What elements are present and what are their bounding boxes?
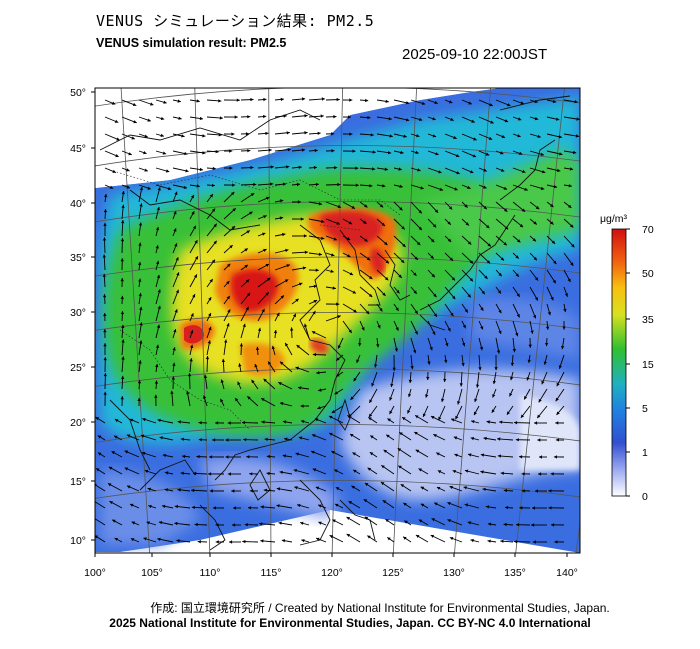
colorbar: μg/m³ 70 50 35 15 5 1 0 [600, 213, 654, 503]
latitude-tick-label: 30° [70, 307, 86, 319]
longitude-tick-label: 100° [84, 567, 106, 579]
wind-vectors [95, 97, 580, 544]
title-japanese: VENUS シミュレーション結果: PM2.5 [96, 12, 375, 30]
longitude-tick-label: 115° [261, 567, 282, 579]
colorbar-label: 50 [642, 268, 654, 280]
colorbar-label: 1 [642, 447, 648, 459]
latitude-tick-label: 25° [70, 362, 86, 374]
colorbar-label: 0 [642, 491, 648, 503]
latitude-tick-label: 20° [70, 417, 86, 429]
borders [109, 169, 401, 431]
latitude-ticks: 50° 45° 40° 35° 30° 25° 20° 15° 10° [70, 87, 95, 547]
longitude-tick-label: 125° [382, 567, 404, 579]
longitude-tick-label: 110° [200, 567, 221, 579]
latitude-tick-label: 45° [70, 143, 86, 155]
copyright-line: 2025 National Institute for Environmenta… [109, 616, 591, 630]
colorbar-label: 15 [642, 359, 654, 371]
title-english: VENUS simulation result: PM2.5 [96, 36, 287, 50]
map-frame [94, 87, 581, 554]
longitude-tick-label: 135° [504, 567, 526, 579]
latitude-tick-label: 10° [70, 535, 86, 547]
colorbar-label: 5 [642, 403, 648, 415]
latitude-tick-label: 35° [70, 252, 86, 264]
colorbar-label: 35 [642, 314, 654, 326]
forecast-datetime: 2025-09-10 22:00JST [402, 46, 548, 63]
colorbar-gradient [611, 228, 627, 497]
coastlines [99, 95, 571, 551]
longitude-tick-label: 140° [556, 567, 578, 579]
latitude-tick-label: 15° [70, 476, 86, 488]
latitude-tick-label: 40° [70, 198, 86, 210]
longitude-tick-label: 130° [443, 567, 465, 579]
colorbar-unit: μg/m³ [600, 213, 628, 225]
credit-line: 作成: 国立環境研究所 / Created by National Instit… [150, 601, 610, 615]
longitude-tick-label: 120° [321, 567, 343, 579]
longitude-ticks: 100° 105° 110° 115° 120° 125° 130° 135° 140° [84, 553, 578, 579]
colorbar-label: 70 [642, 224, 654, 236]
longitude-tick-label: 105° [141, 567, 163, 579]
latitude-tick-label: 50° [70, 87, 86, 99]
